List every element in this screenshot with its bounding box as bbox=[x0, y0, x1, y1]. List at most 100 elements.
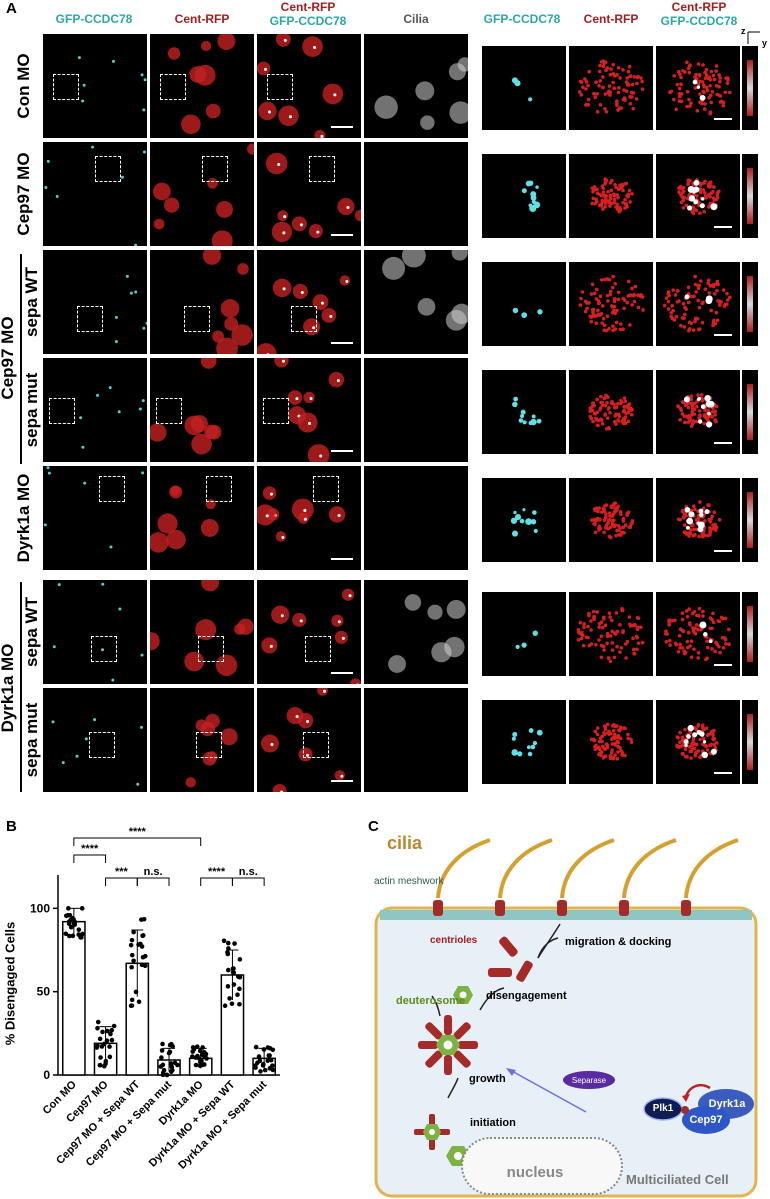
data-point bbox=[129, 964, 134, 970]
data-point bbox=[159, 1055, 164, 1060]
data-point bbox=[107, 1044, 112, 1049]
zoom-cent bbox=[569, 154, 653, 238]
scale-bar bbox=[331, 126, 353, 128]
zoom-scale-bar bbox=[714, 334, 732, 336]
zoom-scale-bar bbox=[714, 772, 732, 774]
data-point bbox=[94, 1045, 100, 1050]
significance-bracket bbox=[136, 877, 170, 886]
zy-profile bbox=[742, 478, 758, 562]
zoom-merge bbox=[656, 370, 740, 454]
data-point bbox=[66, 906, 71, 911]
data-point bbox=[170, 1067, 175, 1073]
data-point bbox=[267, 1045, 273, 1051]
data-point bbox=[111, 1023, 117, 1029]
scale-bar bbox=[331, 558, 353, 560]
data-point bbox=[138, 941, 143, 947]
data-point bbox=[225, 940, 231, 946]
zoom-scale-bar bbox=[714, 550, 732, 552]
cell-label: Multiciliated Cell bbox=[626, 1172, 729, 1187]
data-point bbox=[235, 974, 241, 979]
data-point bbox=[222, 1003, 228, 1009]
data-point bbox=[63, 931, 69, 937]
data-point bbox=[204, 1056, 209, 1061]
significance-label: **** bbox=[81, 843, 99, 855]
zoom-cent bbox=[569, 700, 653, 784]
plk1-arrow bbox=[509, 1069, 587, 1113]
data-point bbox=[225, 951, 231, 957]
micrograph-cilia bbox=[364, 34, 468, 138]
row-label: sepa WT bbox=[22, 267, 41, 337]
micrograph-cilia bbox=[364, 250, 468, 354]
cep97-label: Cep97 bbox=[689, 1114, 723, 1126]
micrograph-merge bbox=[257, 142, 361, 246]
inset-box bbox=[95, 156, 121, 182]
initiation-label: initiation bbox=[470, 1117, 516, 1129]
inset-box bbox=[99, 476, 125, 502]
col-header-zoom-cent: Cent-RFP bbox=[583, 12, 639, 26]
inset-box bbox=[313, 476, 339, 502]
micrograph-cent bbox=[150, 250, 254, 354]
data-point bbox=[76, 927, 82, 933]
data-point bbox=[159, 1048, 165, 1053]
micrograph-cent bbox=[150, 580, 254, 684]
zoom-gfp bbox=[482, 262, 566, 346]
data-point bbox=[128, 942, 134, 948]
plk1-label: Plk1 bbox=[652, 1103, 674, 1114]
data-point bbox=[129, 997, 135, 1003]
free-centrioles bbox=[488, 936, 533, 982]
zoom-merge bbox=[656, 154, 740, 238]
inset-box bbox=[198, 636, 224, 662]
micrograph-merge bbox=[257, 250, 361, 354]
inset-box bbox=[156, 398, 182, 424]
bar bbox=[62, 920, 86, 1076]
micrograph-merge bbox=[257, 34, 361, 138]
significance-label: **** bbox=[129, 826, 147, 838]
row-label: Cep97 MO bbox=[14, 152, 33, 236]
data-point bbox=[109, 1027, 115, 1033]
zoom-gfp bbox=[482, 478, 566, 562]
micrograph-cilia bbox=[364, 580, 468, 684]
y-tick-label: 100 bbox=[30, 901, 50, 915]
micrograph-gfp bbox=[43, 466, 147, 570]
zoom-merge bbox=[656, 592, 740, 676]
micrograph-merge bbox=[257, 688, 361, 792]
cilia-label: cilia bbox=[387, 833, 423, 853]
scale-bar bbox=[331, 342, 353, 344]
inset-box bbox=[196, 732, 222, 758]
small-centriole-rosette bbox=[414, 1114, 450, 1150]
data-point bbox=[97, 1062, 103, 1068]
centrioles-label: centrioles bbox=[430, 935, 478, 946]
data-point bbox=[230, 969, 236, 975]
inset-box bbox=[184, 306, 210, 332]
col-header-zoom-merge-bottom: GFP-CCDC78 bbox=[660, 14, 738, 28]
data-point bbox=[164, 1072, 170, 1078]
scale-bar bbox=[331, 450, 353, 452]
axis-z-label: z bbox=[741, 26, 746, 36]
separase-shape bbox=[563, 1071, 615, 1089]
data-point bbox=[131, 929, 136, 935]
zoom-cent bbox=[569, 46, 653, 130]
data-point bbox=[107, 1054, 113, 1060]
data-point bbox=[131, 958, 136, 964]
inset-box bbox=[303, 732, 329, 758]
data-point bbox=[68, 917, 74, 923]
data-point bbox=[237, 986, 242, 992]
actin-label: actin meshwork bbox=[374, 876, 444, 887]
data-point bbox=[72, 922, 78, 927]
data-point bbox=[232, 941, 237, 946]
data-point bbox=[140, 954, 146, 960]
row-label-wrap-6: sepa mut bbox=[22, 688, 42, 792]
group-label-dyrk1a: Dyrk1a MO bbox=[0, 643, 17, 733]
data-point bbox=[253, 1063, 258, 1068]
data-point bbox=[230, 966, 236, 972]
centriole-rosette bbox=[418, 1015, 478, 1075]
zoom-cent bbox=[569, 478, 653, 562]
data-point bbox=[235, 992, 240, 998]
panel-a-label: A bbox=[6, 0, 17, 17]
significance-label: **** bbox=[208, 866, 226, 878]
zy-profile bbox=[742, 262, 758, 346]
inset-box bbox=[267, 74, 293, 100]
inset-box bbox=[91, 636, 117, 662]
data-point bbox=[226, 946, 231, 951]
